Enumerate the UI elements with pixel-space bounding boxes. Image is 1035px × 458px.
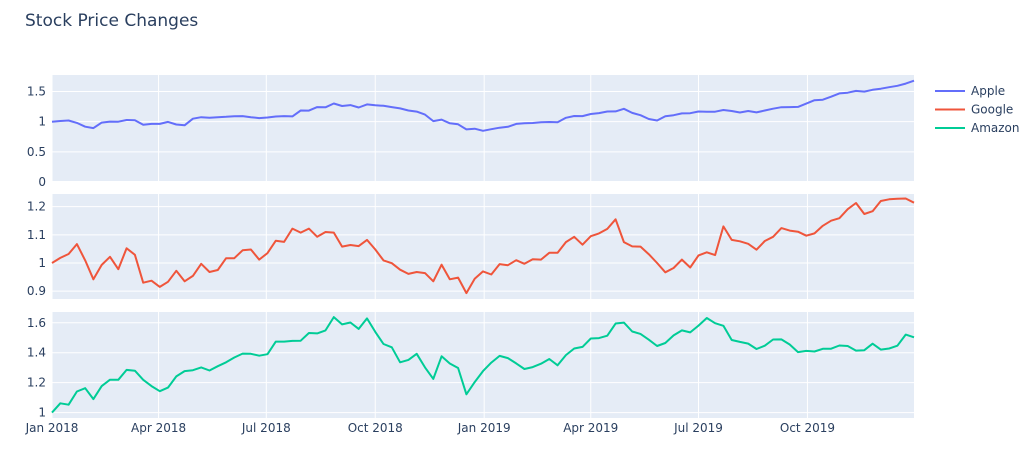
y-tick-label: 1 — [38, 115, 46, 129]
plot-background — [52, 312, 914, 418]
chart-title: Stock Price Changes — [25, 11, 198, 31]
series-line-amazon — [51, 316, 915, 414]
legend-item-amazon[interactable]: Amazon — [935, 121, 1020, 135]
subplot-google: 0.9 1 1.1 1.2 — [27, 194, 915, 299]
legend-item-google[interactable]: Google — [935, 103, 1013, 117]
plot-background — [52, 194, 914, 299]
y-tick-label: 1 — [38, 256, 46, 270]
x-tick-label: Jan 2019 — [457, 421, 511, 435]
y-tick-label: 1 — [38, 406, 46, 420]
legend-item-apple[interactable]: Apple — [935, 84, 1005, 98]
y-tick-label: 1.4 — [27, 346, 46, 360]
legend-label: Apple — [971, 84, 1005, 98]
y-tick-label: 1.2 — [27, 376, 46, 390]
y-tick-label: 0.9 — [27, 284, 46, 298]
plot-background — [52, 75, 914, 182]
series-line-google — [51, 197, 915, 295]
subplot-amazon: 1 1.2 1.4 1.6 — [27, 312, 915, 420]
y-tick-label: 1.1 — [27, 228, 46, 242]
x-tick-label: Oct 2018 — [348, 421, 403, 435]
subplot-apple: 0 0.5 1 1.5 — [27, 75, 915, 189]
x-tick-label: Apr 2019 — [563, 421, 618, 435]
x-tick-label: Oct 2019 — [780, 421, 835, 435]
series-line-apple — [51, 79, 915, 132]
y-tick-label: 1.2 — [27, 200, 46, 214]
y-tick-label: 0 — [38, 175, 46, 189]
x-tick-label: Jan 2018 — [25, 421, 79, 435]
y-tick-label: 1.5 — [27, 85, 46, 99]
y-tick-label: 0.5 — [27, 145, 46, 159]
legend-label: Google — [971, 103, 1013, 117]
x-tick-label: Apr 2018 — [131, 421, 186, 435]
x-tick-label: Jul 2019 — [673, 421, 723, 435]
x-tick-label: Jul 2018 — [241, 421, 291, 435]
legend-label: Amazon — [971, 121, 1020, 135]
y-tick-label: 1.6 — [27, 316, 46, 330]
